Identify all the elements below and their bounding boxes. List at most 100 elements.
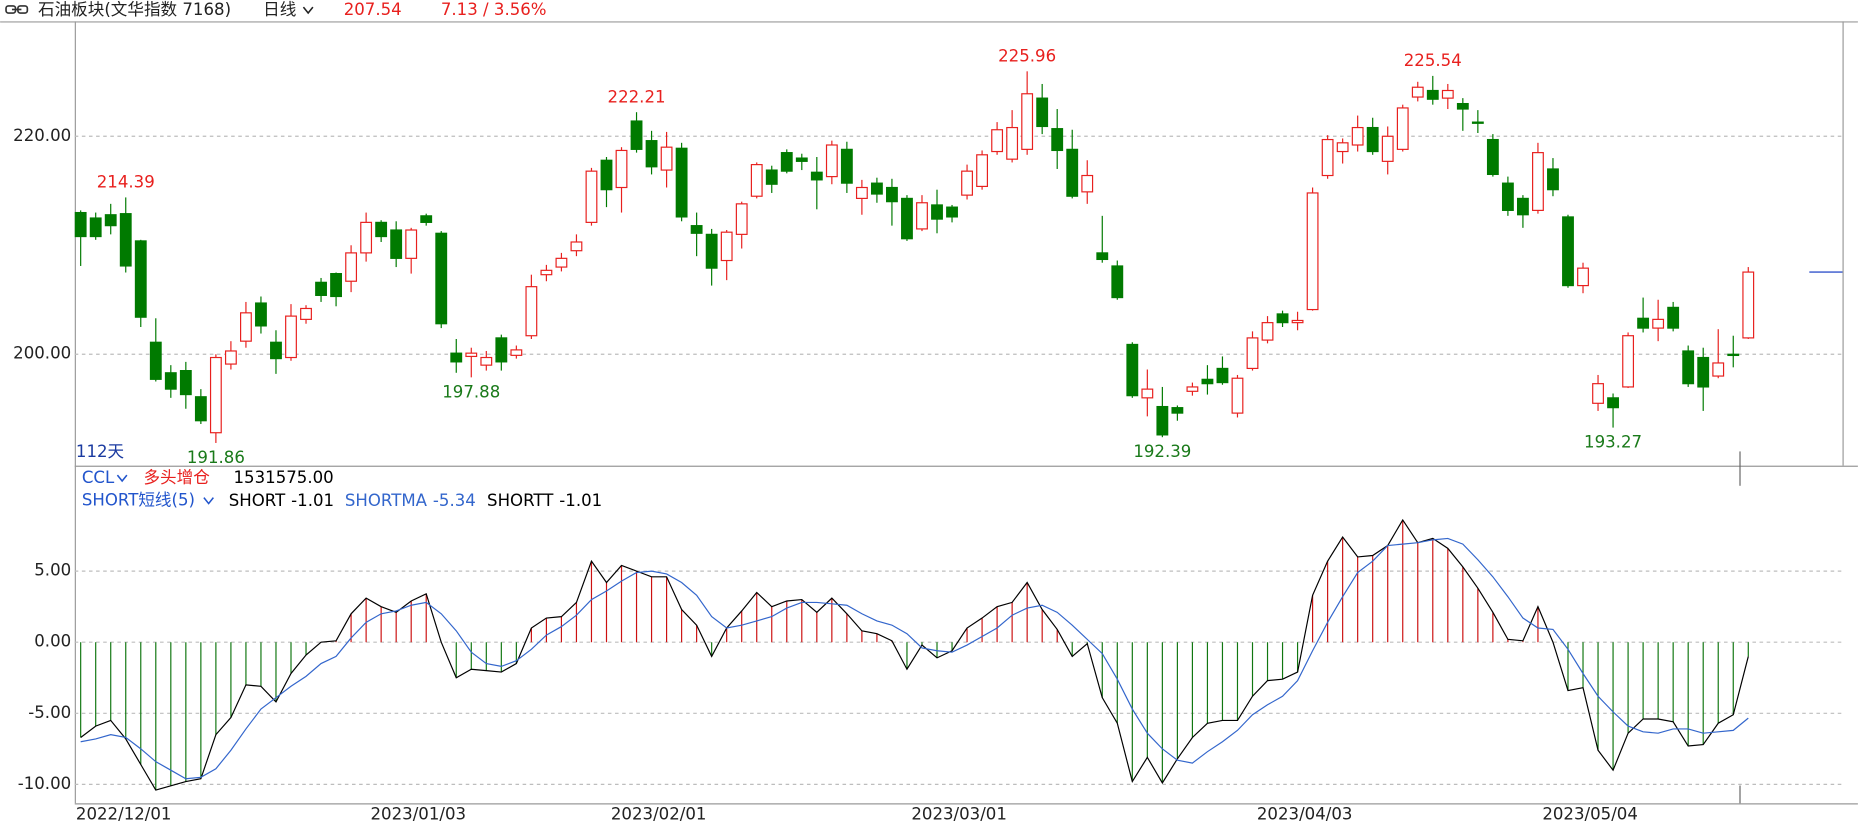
candle-body <box>1081 174 1094 193</box>
legend-name: SHORT <box>229 491 286 510</box>
candle-body <box>285 315 297 359</box>
candle-body <box>1592 383 1604 404</box>
candle-body <box>224 350 237 365</box>
legend-entry: SHORT -1.01 <box>229 491 334 510</box>
candle-body <box>255 302 267 327</box>
extreme-label: 225.54 <box>1404 51 1462 70</box>
candle-body <box>450 352 463 363</box>
indicator-line <box>80 537 1749 780</box>
candle-body <box>1381 135 1394 162</box>
candle-body <box>600 159 613 191</box>
candle-body <box>1096 252 1109 261</box>
indicator-title[interactable]: SHORT短线(5) <box>82 491 195 510</box>
candle-body <box>991 129 1004 153</box>
x-tick-label: 2023/02/01 <box>611 805 707 824</box>
candle-body <box>1562 216 1574 287</box>
candle-body <box>961 170 973 196</box>
candle-body <box>1697 356 1710 388</box>
candle-body <box>390 229 403 259</box>
candle-body <box>1456 102 1469 110</box>
candle-body <box>149 341 162 380</box>
dropdown-chevron <box>203 497 214 505</box>
candle-body <box>1321 138 1334 177</box>
candle-body <box>1366 126 1379 153</box>
link-icon <box>5 5 29 14</box>
extreme-label: 222.21 <box>608 87 666 106</box>
y-tick-label: -5.00 <box>28 703 71 722</box>
candle-body <box>901 197 913 240</box>
candle-body <box>480 356 493 366</box>
candle-body <box>194 396 207 422</box>
candle-body <box>1276 313 1289 324</box>
dropdown-chevron <box>116 474 128 483</box>
indicator-selector[interactable]: CCL <box>82 468 115 487</box>
legend-name: SHORTT <box>487 491 554 510</box>
candle-body <box>1501 182 1514 211</box>
x-tick-label: 2023/05/04 <box>1542 805 1638 824</box>
candle-body <box>104 214 117 227</box>
legend-name: SHORTMA <box>345 491 428 510</box>
candle-body <box>1021 93 1034 150</box>
candle-body <box>1577 267 1589 287</box>
candle-body <box>976 154 989 188</box>
candle-body <box>209 356 222 434</box>
candle-body <box>510 349 523 356</box>
candle-body <box>74 211 87 238</box>
x-tick-label: 2022/12/01 <box>76 805 172 824</box>
candle-body <box>705 233 718 269</box>
candle-body <box>1411 86 1424 98</box>
candle-body <box>615 149 628 189</box>
candle-body <box>1306 192 1319 311</box>
candle-body <box>690 225 703 234</box>
candle-body <box>1066 148 1079 197</box>
candle-body <box>1291 319 1304 324</box>
legend-entry: SHORTT -1.01 <box>487 491 602 510</box>
candle-body <box>1637 317 1650 329</box>
y-tick-label: 200.00 <box>13 344 71 363</box>
candle-body <box>1742 271 1755 339</box>
candle-body <box>405 229 418 259</box>
candle-body <box>1667 306 1680 329</box>
candle-body <box>1141 388 1154 399</box>
period-selector[interactable]: 日线 <box>263 0 296 19</box>
dropdown-chevron <box>302 6 314 15</box>
candle-body <box>555 257 568 268</box>
candle-body <box>1336 142 1349 153</box>
candle-body <box>360 221 373 254</box>
candle-body <box>240 312 252 342</box>
candle-body <box>1712 362 1725 377</box>
y-tick-label: 220.00 <box>13 126 71 145</box>
candle-body <box>1171 407 1184 414</box>
candle-body <box>1351 126 1364 146</box>
candle-body <box>735 203 748 235</box>
candle-body <box>1471 121 1484 124</box>
candle-body <box>750 164 763 197</box>
candle-body <box>435 232 448 325</box>
candle-body <box>870 182 883 195</box>
candle-body <box>931 204 943 220</box>
candle-body <box>1547 168 1559 191</box>
legend-value: -1.01 <box>559 491 602 510</box>
legend-value: -5.34 <box>433 491 476 510</box>
candle-body <box>179 370 192 396</box>
candle-body <box>1486 138 1499 176</box>
candle-body <box>465 352 478 358</box>
candle-body <box>1246 337 1259 370</box>
candle-body <box>345 252 358 282</box>
candle-body <box>660 146 673 171</box>
candle-body <box>495 337 508 363</box>
candle-body <box>1622 335 1635 388</box>
x-tick-label: 2023/03/01 <box>911 805 1007 824</box>
x-tick-label: 2023/04/03 <box>1257 805 1353 824</box>
y-tick-label: 0.00 <box>34 632 71 651</box>
candle-body <box>1186 386 1199 392</box>
extreme-label: 192.39 <box>1133 442 1191 461</box>
indicator-line <box>80 518 1749 791</box>
y-tick-label: 5.00 <box>34 561 71 580</box>
candle-body <box>134 240 147 318</box>
candle-body <box>1682 350 1695 385</box>
candle-body <box>1532 152 1544 211</box>
candle-body <box>300 307 312 320</box>
